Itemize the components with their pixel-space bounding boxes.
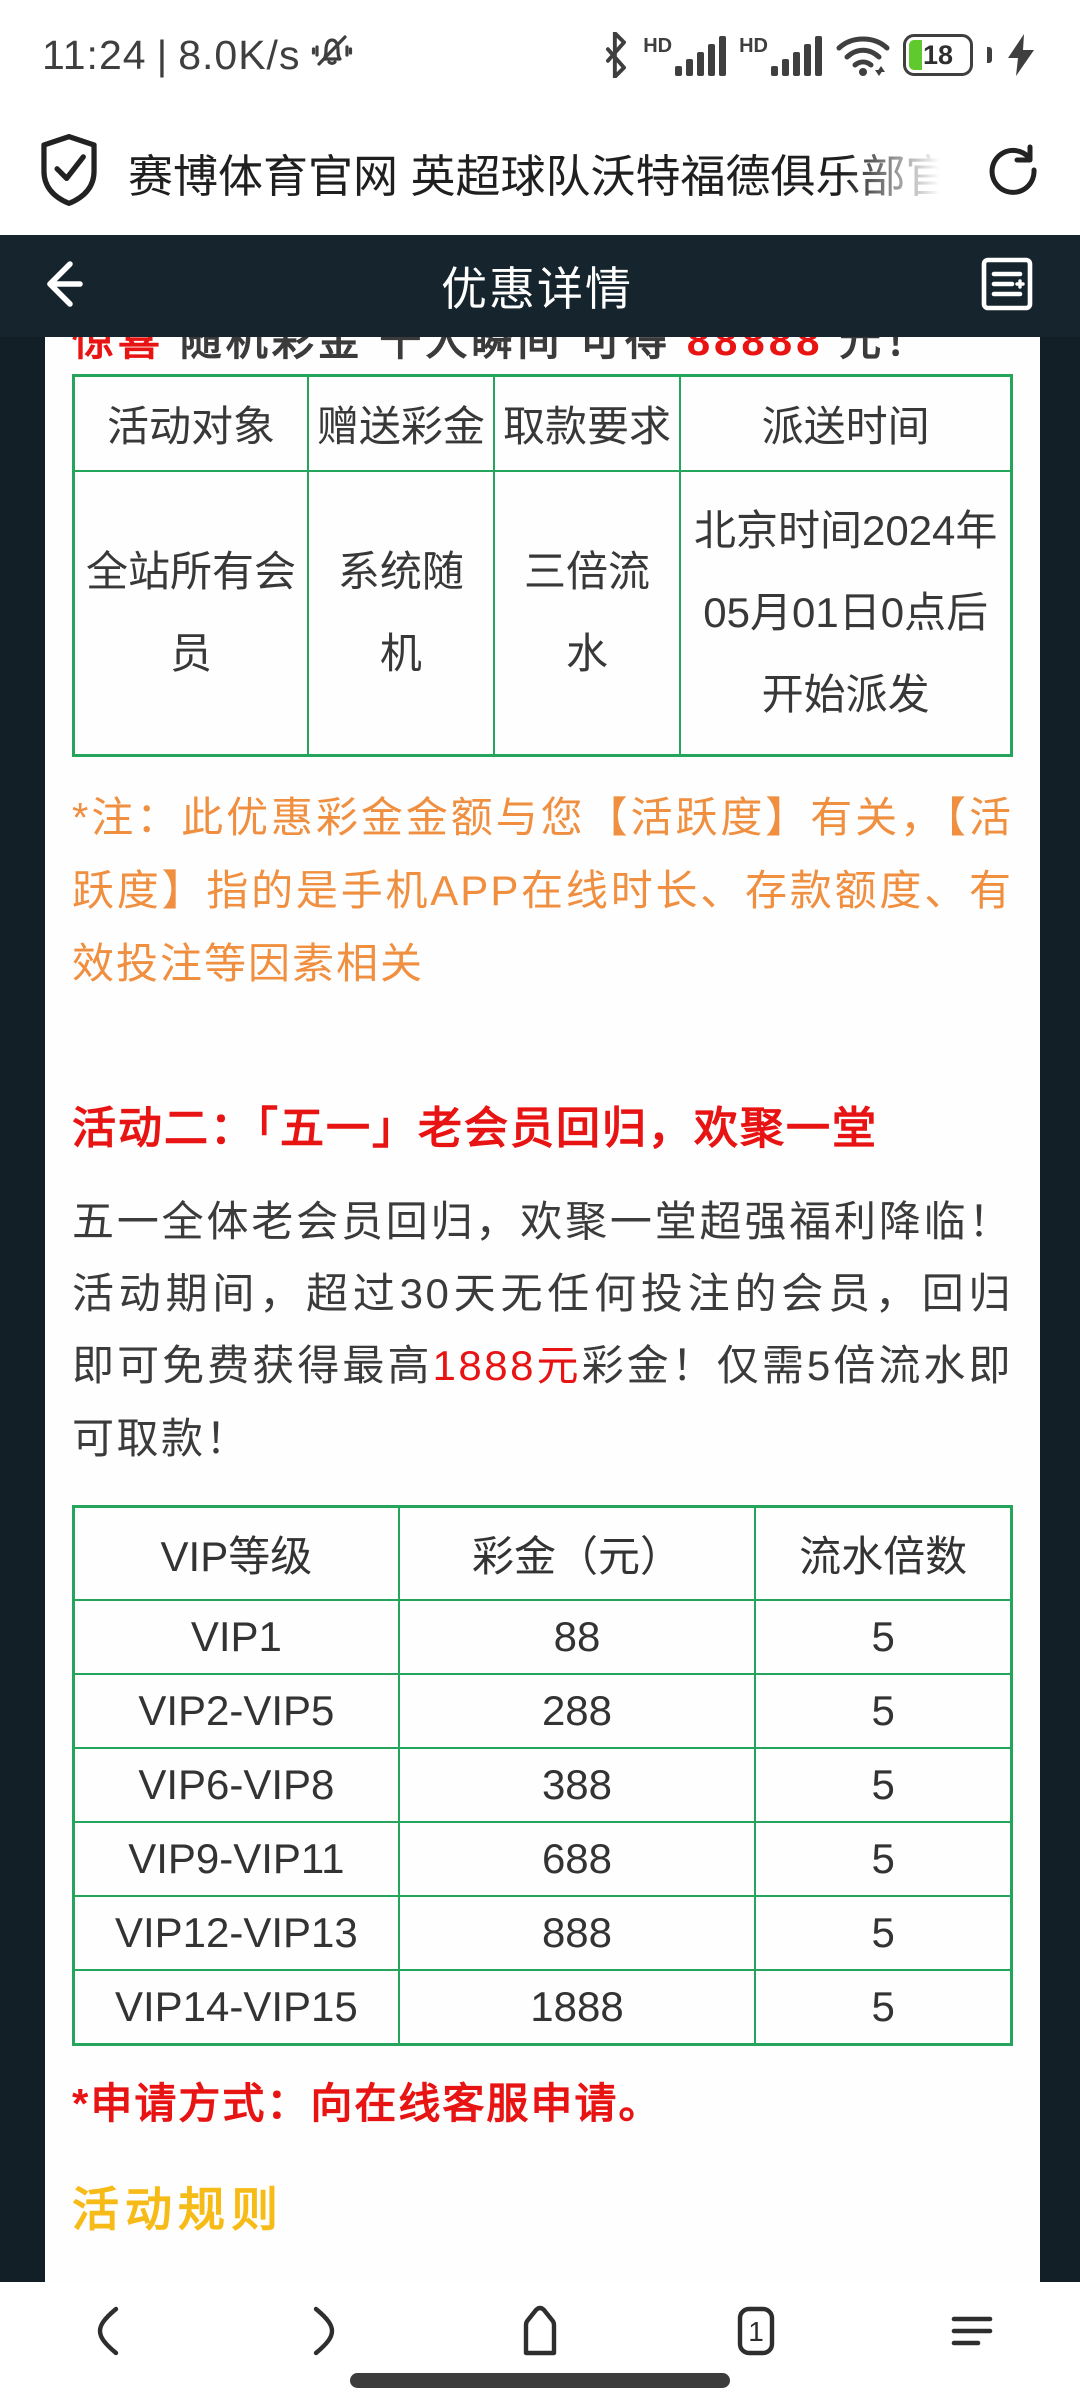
vip-bonus: 688	[397, 1820, 757, 1897]
rules-heading: 活动规则	[72, 2182, 284, 2236]
battery-percent: 18	[922, 39, 954, 70]
vip-bonus: 888	[397, 1894, 757, 1971]
table-row: 全站所有会员 系统随机 三倍流水 北京时间2024年05月01日0点后开始派发	[72, 469, 1013, 757]
mute-icon	[310, 28, 354, 82]
nav-back-button[interactable]	[0, 2300, 216, 2362]
wifi-icon	[835, 32, 891, 78]
clipped-body: 随机彩金 千人瞬间 可得	[179, 337, 672, 364]
status-left: 11:24 | 8.0K/s	[42, 28, 354, 82]
site-security-icon[interactable]	[38, 133, 100, 212]
vip-level: VIP2-VIP5	[72, 1672, 400, 1749]
browser-address-bar[interactable]: 赛博体育官网 英超球队沃特福德俱乐部官	[0, 110, 1080, 235]
activity2-paragraph: 五一全体老会员回归，欢聚一堂超强福利降临！活动期间，超过30天无任何投注的会员，…	[72, 1186, 1013, 1475]
vip-bonus: 88	[397, 1598, 757, 1675]
vip-bonus: 288	[397, 1672, 757, 1749]
rule-1: 1. 满足活动二条件的会员，请于美东时间5月1日起联系24小时在线客服进行申请，…	[72, 2274, 1013, 2282]
refresh-icon[interactable]	[984, 141, 1042, 204]
status-right: HD HD	[601, 32, 1038, 78]
table-row: VIP2-VIP5 288 5	[72, 1672, 1013, 1749]
clipped-suffix: 元！	[839, 337, 932, 364]
clipped-prefix: 惊喜	[72, 337, 165, 364]
col-header: 派送时间	[679, 374, 1013, 472]
battery-fill	[909, 40, 922, 70]
vip-turnover: 5	[754, 1894, 1013, 1971]
charging-bolt-icon	[1004, 32, 1038, 78]
para-text: 彩金！仅需5倍流水即可取款！	[72, 1342, 1013, 1462]
vip-turnover: 5	[754, 1672, 1013, 1749]
col-header: 赠送彩金	[307, 374, 495, 472]
vip-level: VIP6-VIP8	[72, 1746, 400, 1823]
vip-level: VIP9-VIP11	[72, 1820, 400, 1897]
vip-turnover: 5	[754, 1968, 1013, 2046]
battery-icon: 18	[903, 34, 973, 76]
tab-count: 1	[748, 2316, 764, 2347]
sim2-signal-icon: HD	[739, 32, 823, 78]
col-header: 取款要求	[492, 374, 682, 472]
activity-note: *注：此优惠彩金金额与您【活跃度】有关，【活跃度】指的是手机APP在线时长、存款…	[72, 793, 1013, 987]
nav-tabs-button[interactable]: 1	[648, 2300, 864, 2362]
col-header: 彩金（元）	[397, 1505, 757, 1601]
cell-withdraw-req: 三倍流水	[492, 469, 682, 757]
status-bar: 11:24 | 8.0K/s HD	[0, 0, 1080, 110]
bonus-amount: 1888元	[432, 1342, 582, 1390]
sim1-signal-icon: HD	[643, 32, 727, 78]
nav-forward-button[interactable]	[216, 2300, 432, 2362]
home-indicator[interactable]	[350, 2373, 730, 2388]
vip-bonus-table: VIP等级 彩金（元） 流水倍数 VIP1 88 5 VIP2-VIP5 288…	[72, 1504, 1013, 2046]
clipped-amount: 88888	[686, 337, 824, 364]
separator: |	[156, 31, 169, 78]
col-header: 流水倍数	[754, 1505, 1013, 1601]
bluetooth-icon	[601, 32, 631, 78]
browser-bottom-nav: 1	[0, 2282, 1080, 2400]
table-row: VIP14-VIP15 1888 5	[72, 1968, 1013, 2046]
nav-menu-button[interactable]	[864, 2300, 1080, 2362]
activity1-table: 活动对象 赠送彩金 取款要求 派送时间 全站所有会员 系统随机 三倍流水 北京时…	[72, 374, 1013, 757]
vip-level: VIP1	[72, 1598, 400, 1675]
battery-tip	[987, 47, 992, 63]
clipped-promo-line: 惊喜 随机彩金 千人瞬间 可得 88888 元！	[72, 337, 1013, 371]
vip-turnover: 5	[754, 1820, 1013, 1897]
apply-method-line: *申请方式：向在线客服申请。	[72, 2079, 663, 2127]
vip-level: VIP14-VIP15	[72, 1968, 400, 2046]
notes-menu-icon[interactable]	[972, 250, 1040, 323]
activity2-heading: 活动二：「五一」老会员回归，欢聚一堂	[72, 1103, 878, 1153]
app-header: 优惠详情	[0, 235, 1080, 337]
page-title-url[interactable]: 赛博体育官网 英超球队沃特福德俱乐部官	[128, 140, 956, 205]
table-row: VIP12-VIP13 888 5	[72, 1894, 1013, 1971]
webpage-background: 惊喜 随机彩金 千人瞬间 可得 88888 元！ 活动对象 赠送彩金 取款要求 …	[0, 337, 1080, 2282]
cell-audience: 全站所有会员	[72, 469, 309, 757]
table-row: VIP9-VIP11 688 5	[72, 1820, 1013, 1897]
vip-bonus: 1888	[397, 1968, 757, 2046]
table-row: VIP1 88 5	[72, 1598, 1013, 1675]
vip-bonus: 388	[397, 1746, 757, 1823]
table-header-row: VIP等级 彩金（元） 流水倍数	[72, 1505, 1013, 1601]
clock: 11:24	[42, 31, 147, 78]
col-header: 活动对象	[72, 374, 309, 472]
nav-home-button[interactable]	[432, 2300, 648, 2362]
cell-send-time: 北京时间2024年05月01日0点后开始派发	[679, 469, 1013, 757]
vip-turnover: 5	[754, 1746, 1013, 1823]
page-title: 优惠详情	[441, 263, 633, 315]
col-header: VIP等级	[72, 1505, 400, 1601]
network-speed: 8.0K/s	[178, 31, 301, 78]
back-button[interactable]	[40, 256, 102, 317]
title-fade	[846, 140, 956, 205]
para-text: 五一全体老会员回归，欢聚一堂超强福利降临！活动期间，超过30天无任何投注的会员，…	[72, 1197, 1013, 1390]
promo-content-card: 惊喜 随机彩金 千人瞬间 可得 88888 元！ 活动对象 赠送彩金 取款要求 …	[45, 337, 1040, 2282]
cell-bonus: 系统随机	[307, 469, 495, 757]
table-header-row: 活动对象 赠送彩金 取款要求 派送时间	[72, 374, 1013, 472]
vip-level: VIP12-VIP13	[72, 1894, 400, 1971]
vip-turnover: 5	[754, 1598, 1013, 1675]
table-row: VIP6-VIP8 388 5	[72, 1746, 1013, 1823]
